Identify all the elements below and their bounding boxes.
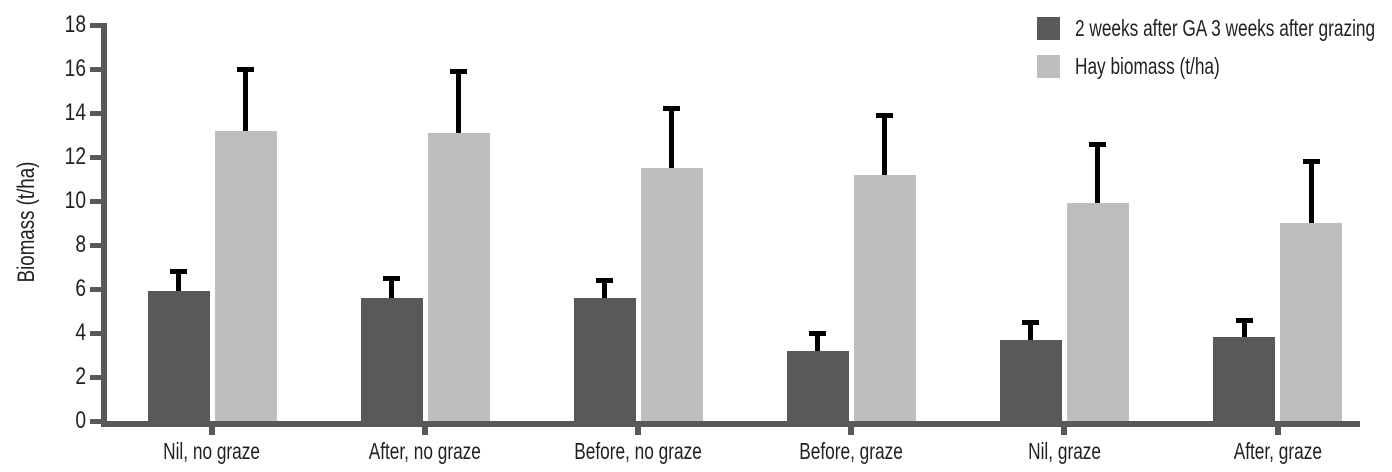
x-tick-mark [635,427,642,435]
y-tick-label: 16 [64,55,86,82]
bar-series1-group2 [640,168,703,421]
x-tick-mark [422,427,429,435]
legend-label-dark-series: 2 weeks after GA 3 weeks after grazing [1075,15,1376,41]
bar-series1-group5 [1280,223,1342,421]
error-bar-stem-series1-group2 [669,106,675,168]
y-tick-label: 8 [75,231,86,258]
error-bar-cap-series1-group3 [876,113,894,118]
x-tick-label-text: Before, no graze [574,438,702,464]
y-tick-label: 2 [75,363,86,390]
y-tick-mark [90,374,101,380]
x-tick-label-text: Nil, no graze [163,438,261,464]
legend-item-dark-series: 2 weeks after GA 3 weeks after grazing [1037,15,1392,41]
bar-series1-group3 [853,174,916,421]
bar-series0-group3 [786,350,849,421]
error-bar-stem-series0-group1 [389,275,395,298]
error-bar-cap-series0-group1 [383,275,401,281]
x-tick-label: Before, no graze [518,437,758,465]
x-tick-mark [848,427,855,435]
x-tick-label: Before, graze [731,437,971,465]
error-bar-cap-series1-group2 [663,106,681,112]
x-tick-label: Nil, no graze [92,437,332,465]
y-tick-label: 6 [75,275,86,302]
y-tick-mark [90,110,101,116]
error-bar-cap-series1-group0 [237,66,254,72]
y-tick-label: 10 [64,187,86,214]
y-tick-mark [90,418,101,424]
bar-series0-group2 [573,297,636,421]
error-bar-cap-series1-group5 [1302,159,1320,165]
bar-series0-group1 [360,297,423,421]
y-tick-label: 18 [64,11,86,38]
error-bar-cap-series0-group3 [809,330,827,336]
error-bar-stem-series0-group4 [1028,319,1034,340]
error-bar-cap-series0-group4 [1022,319,1040,325]
x-tick-label: After, graze [1158,437,1392,465]
y-tick-mark [90,154,101,160]
x-tick-label-text: Nil, graze [1027,438,1101,464]
error-bar-stem-series1-group5 [1308,159,1314,223]
error-bar-cap-series0-group0 [170,269,187,275]
x-tick-label-text: Before, graze [799,438,904,464]
x-tick-mark [1061,427,1068,435]
error-bar-stem-series0-group5 [1241,317,1247,338]
error-bar-stem-series1-group1 [456,69,462,133]
y-tick-label: 4 [75,319,86,346]
legend-item-light-series: Hay biomass (t/ha) [1037,53,1392,79]
bar-series1-group0 [214,130,277,421]
error-bar-cap-series0-group5 [1235,317,1253,323]
x-tick-label: Nil, graze [944,437,1184,465]
error-bar-cap-series1-group1 [450,69,468,74]
y-tick-mark [90,286,101,292]
x-axis-line [101,421,1360,427]
x-tick-label-text: After, graze [1233,438,1322,464]
error-bar-stem-series1-group3 [882,113,888,175]
y-tick-mark [90,242,101,248]
bar-series1-group1 [427,132,490,421]
y-tick-label: 12 [64,143,86,170]
x-tick-label: After, no graze [305,437,545,465]
y-tick-mark [90,198,101,204]
error-bar-stem-series0-group2 [602,278,608,298]
error-bar-stem-series0-group0 [176,269,181,292]
error-bar-cap-series1-group4 [1089,141,1107,147]
y-tick-label: 14 [64,99,86,126]
error-bar-stem-series1-group4 [1095,141,1101,204]
error-bar-stem-series1-group0 [243,66,248,131]
bar-series0-group0 [147,291,210,421]
legend-swatch-light-icon [1037,55,1060,78]
bar-series0-group5 [1213,337,1275,421]
y-tick-mark [90,330,101,336]
legend-swatch-dark-icon [1037,17,1060,40]
x-tick-mark [209,427,215,435]
y-tick-label: 0 [75,407,86,434]
error-bar-cap-series0-group2 [596,278,614,283]
x-tick-mark [1274,427,1281,435]
y-tick-mark [90,22,101,28]
bar-series0-group4 [999,339,1062,421]
bar-series1-group4 [1066,203,1129,421]
legend-label-light-series: Hay biomass (t/ha) [1075,53,1220,79]
y-axis-line [101,23,107,427]
legend: 2 weeks after GA 3 weeks after grazing H… [1037,15,1392,93]
y-tick-mark [90,66,101,72]
x-tick-label-text: After, no graze [368,438,482,464]
error-bar-stem-series0-group3 [815,330,821,351]
